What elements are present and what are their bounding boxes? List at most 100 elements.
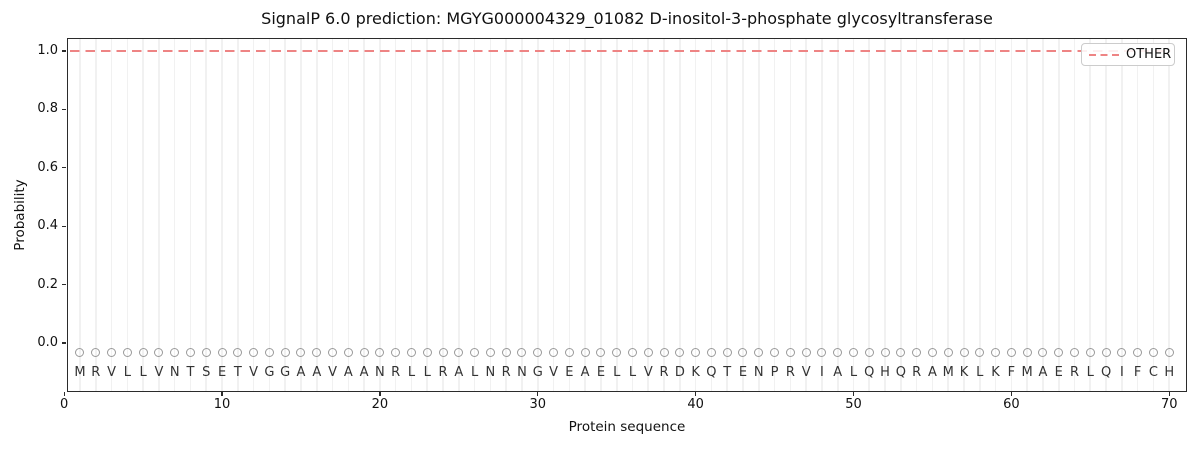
- residue-marker: [391, 347, 401, 357]
- residue-gridline: [79, 39, 81, 391]
- residue-letter: L: [976, 365, 984, 380]
- residue-gridline: [789, 39, 792, 391]
- residue-letter: T: [186, 365, 195, 380]
- residue-letter: A: [343, 365, 353, 380]
- residue-marker: [312, 347, 322, 357]
- y-tick-label: 1.0: [37, 43, 58, 58]
- residue-gridline: [1057, 39, 1060, 391]
- residue-letter: E: [738, 365, 748, 380]
- residue-marker: [1054, 347, 1064, 357]
- residue-marker: [517, 347, 527, 357]
- residue-marker: [880, 347, 890, 357]
- y-tick-mark: [62, 225, 66, 227]
- residue-marker: [722, 347, 732, 357]
- residue-gridline: [868, 39, 871, 391]
- residue-gridline: [600, 39, 602, 391]
- residue-marker: [1164, 347, 1174, 357]
- residue-letter: L: [139, 365, 147, 380]
- y-tick-mark: [62, 50, 66, 52]
- x-tick-mark: [1010, 392, 1012, 396]
- residue-marker: [201, 347, 211, 357]
- x-tick-label: 20: [371, 397, 389, 412]
- residue-marker: [1038, 347, 1048, 357]
- y-tick-label: 0.4: [37, 218, 58, 234]
- residue-letter: L: [613, 365, 621, 380]
- residue-gridline: [568, 39, 571, 391]
- residue-letter: A: [580, 365, 590, 380]
- chart-title: SignalP 6.0 prediction: MGYG000004329_01…: [261, 9, 993, 28]
- residue-letter: L: [423, 365, 431, 380]
- residue-marker: [122, 347, 132, 357]
- residue-gridline: [331, 39, 334, 391]
- residue-letter: V: [107, 365, 116, 380]
- residue-marker: [959, 347, 969, 357]
- residue-letter: K: [959, 365, 969, 380]
- residue-marker: [280, 347, 290, 357]
- residue-gridline: [631, 39, 634, 391]
- residue-gridline: [94, 39, 97, 391]
- residue-marker: [170, 347, 180, 357]
- residue-gridline: [189, 39, 192, 391]
- residue-letter: R: [91, 365, 101, 380]
- y-tick-mark: [62, 108, 66, 110]
- y-tick-mark: [62, 284, 66, 286]
- residue-letter: P: [770, 365, 779, 380]
- residue-gridline: [947, 39, 949, 391]
- residue-marker: [264, 347, 274, 357]
- residue-letter: R: [1069, 365, 1080, 380]
- residue-marker: [1117, 347, 1127, 357]
- residue-gridline: [1089, 39, 1092, 391]
- residue-letter: V: [549, 365, 559, 380]
- residue-gridline: [426, 39, 429, 391]
- x-tick-label: 60: [1003, 397, 1020, 412]
- y-axis-label: Probability: [12, 179, 28, 251]
- residue-marker: [849, 347, 858, 357]
- residue-marker: [406, 347, 416, 357]
- residue-gridline: [931, 39, 934, 391]
- residue-marker: [770, 347, 780, 357]
- residue-letter: A: [833, 365, 843, 380]
- y-tick-mark: [62, 342, 66, 344]
- residue-gridline: [679, 39, 681, 391]
- residue-marker: [912, 347, 922, 357]
- x-axis-label: Protein sequence: [568, 419, 686, 435]
- residue-gridline: [584, 39, 586, 391]
- residue-gridline: [205, 39, 208, 391]
- residue-letter: G: [264, 365, 275, 380]
- residue-gridline: [142, 39, 144, 391]
- residue-gridline: [315, 39, 318, 391]
- residue-letter: L: [407, 365, 416, 380]
- residue-gridline: [458, 39, 460, 391]
- residue-letter: T: [723, 365, 732, 380]
- residue-gridline: [900, 39, 902, 391]
- residue-letter: A: [927, 365, 937, 380]
- x-tick-label: 0: [60, 397, 69, 412]
- residue-gridline: [852, 39, 855, 391]
- residue-gridline: [1152, 39, 1155, 391]
- residue-marker: [564, 347, 574, 357]
- other-probability-line: [69, 50, 1172, 52]
- residue-gridline: [726, 39, 728, 391]
- x-tick-label: 40: [687, 397, 704, 412]
- residue-letter: T: [233, 365, 242, 380]
- residue-letter: L: [1086, 365, 1094, 380]
- residue-marker: [470, 347, 480, 357]
- plot-area: [67, 38, 1187, 392]
- residue-marker: [1006, 347, 1016, 357]
- residue-letter: V: [249, 365, 259, 380]
- residue-marker: [896, 347, 906, 357]
- residue-marker: [154, 347, 164, 357]
- residue-letter: L: [628, 365, 637, 380]
- residue-letter: L: [471, 365, 479, 380]
- residue-gridline: [442, 39, 444, 391]
- residue-letter: N: [375, 365, 385, 380]
- residue-gridline: [410, 39, 413, 391]
- residue-gridline: [1121, 39, 1123, 391]
- residue-marker: [1133, 347, 1143, 357]
- residue-letter: E: [596, 365, 606, 380]
- residue-gridline: [552, 39, 555, 391]
- residue-letter: L: [123, 365, 131, 380]
- residue-marker: [643, 347, 653, 357]
- residue-letter: V: [643, 365, 653, 380]
